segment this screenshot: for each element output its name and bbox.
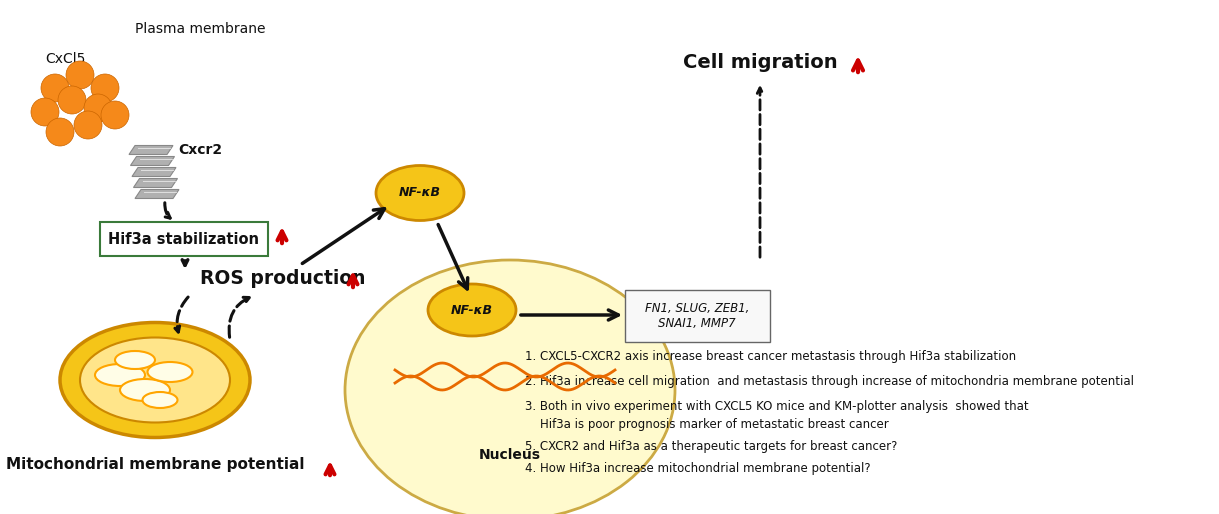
Text: Mitochondrial membrane potential: Mitochondrial membrane potential <box>6 457 305 472</box>
Circle shape <box>74 111 102 139</box>
Text: Plasma membrane: Plasma membrane <box>135 22 266 36</box>
Polygon shape <box>129 145 173 155</box>
Text: 3. Both in vivo experiment with CXCL5 KO mice and KM-plotter analysis  showed th: 3. Both in vivo experiment with CXCL5 KO… <box>525 400 1029 413</box>
Polygon shape <box>130 156 174 166</box>
FancyBboxPatch shape <box>100 222 268 256</box>
Ellipse shape <box>147 362 193 382</box>
Polygon shape <box>132 168 176 176</box>
Ellipse shape <box>60 322 250 437</box>
Ellipse shape <box>115 351 155 369</box>
Text: ROS production: ROS production <box>200 268 366 287</box>
Text: NF-κB: NF-κB <box>399 187 441 199</box>
Circle shape <box>84 94 112 122</box>
Polygon shape <box>134 178 178 188</box>
Text: Nucleus: Nucleus <box>479 448 541 462</box>
Circle shape <box>91 74 119 102</box>
Ellipse shape <box>80 338 230 423</box>
Circle shape <box>41 74 69 102</box>
Ellipse shape <box>428 284 516 336</box>
Ellipse shape <box>95 364 145 386</box>
Circle shape <box>59 86 87 114</box>
Text: 4. How Hif3a increase mitochondrial membrane potential?: 4. How Hif3a increase mitochondrial memb… <box>525 462 870 475</box>
Ellipse shape <box>345 260 675 514</box>
Text: 1. CXCL5-CXCR2 axis increase breast cancer metastasis through Hif3a stabilizatio: 1. CXCL5-CXCR2 axis increase breast canc… <box>525 350 1017 363</box>
Text: 5. CXCR2 and Hif3a as a therapeutic targets for breast cancer?: 5. CXCR2 and Hif3a as a therapeutic targ… <box>525 440 897 453</box>
Text: 2. Hif3a increase cell migration  and metastasis through increase of mitochondri: 2. Hif3a increase cell migration and met… <box>525 375 1134 388</box>
Text: NF-κB: NF-κB <box>451 303 492 317</box>
Ellipse shape <box>119 379 169 401</box>
Circle shape <box>46 118 74 146</box>
Circle shape <box>66 61 94 89</box>
Text: Cell migration: Cell migration <box>683 52 837 71</box>
Text: Hif3a stabilization: Hif3a stabilization <box>108 231 260 247</box>
Text: Cxcr2: Cxcr2 <box>178 143 222 157</box>
Circle shape <box>101 101 129 129</box>
Text: Hif3a is poor prognosis marker of metastatic breast cancer: Hif3a is poor prognosis marker of metast… <box>525 418 889 431</box>
FancyBboxPatch shape <box>625 290 770 342</box>
Ellipse shape <box>143 392 178 408</box>
Polygon shape <box>135 190 179 198</box>
Text: CxCl5: CxCl5 <box>45 52 85 66</box>
Ellipse shape <box>375 166 464 221</box>
Text: FN1, SLUG, ZEB1,
SNAI1, MMP7: FN1, SLUG, ZEB1, SNAI1, MMP7 <box>645 302 750 330</box>
Circle shape <box>30 98 59 126</box>
